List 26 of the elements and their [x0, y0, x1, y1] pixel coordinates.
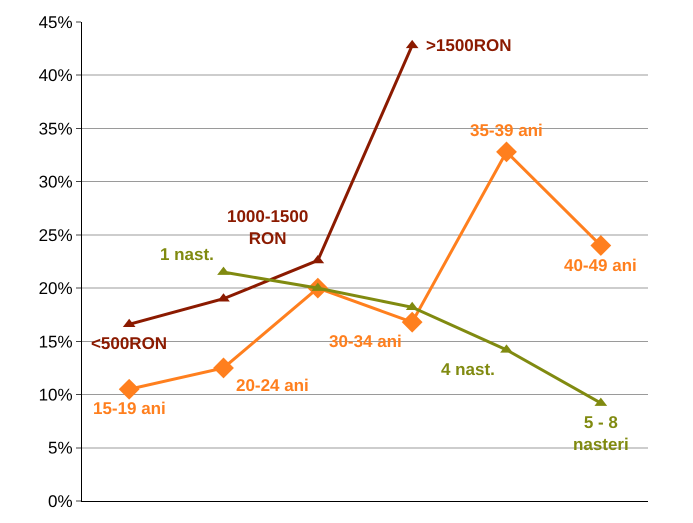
annotation: 15-19 ani: [93, 399, 166, 418]
point: [213, 358, 234, 378]
y-tick-label: 40%: [38, 66, 73, 86]
y-tick-label: 20%: [38, 279, 73, 298]
point: [118, 378, 140, 400]
annotation: 1 nast.: [160, 245, 214, 264]
point: [590, 235, 612, 256]
annotation: >1500RON: [426, 36, 512, 55]
annotation: 35-39 ani: [470, 121, 543, 140]
point: [496, 141, 517, 162]
annotation: <500RON: [91, 334, 168, 353]
y-tick-label: 0%: [48, 492, 73, 511]
y-tick-label: 25%: [38, 226, 73, 245]
y-tick-label: 45%: [38, 12, 73, 32]
annotation: 30-34 ani: [329, 332, 402, 351]
y-tick-label: 15%: [38, 332, 73, 352]
annotation: 1000-1500 RON: [227, 207, 308, 248]
y-tick-label: 30%: [38, 172, 73, 192]
annotation: 4 nast.: [441, 360, 495, 379]
y-tick-label: 10%: [38, 386, 73, 405]
annotation: 20-24 ani: [236, 376, 309, 395]
y-tick-label: 5%: [48, 438, 73, 458]
point: [402, 312, 423, 333]
annotation: 40-49 ani: [564, 256, 637, 275]
annotation: 5 - 8 nasteri: [573, 413, 629, 454]
y-tick-label: 35%: [38, 119, 73, 138]
